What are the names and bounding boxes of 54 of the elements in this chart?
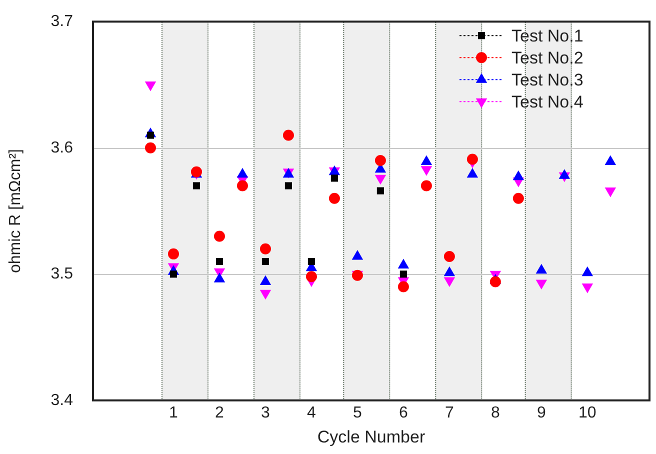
point — [308, 258, 315, 266]
point — [558, 169, 570, 179]
point — [192, 182, 200, 190]
legend-label: Test No.2 — [512, 48, 584, 68]
point — [260, 243, 271, 254]
point — [262, 258, 270, 266]
x-tick-label: 2 — [215, 404, 224, 422]
x-tick-label: 7 — [444, 404, 454, 422]
point — [400, 270, 407, 278]
point — [420, 155, 432, 166]
x-tick-label: 1 — [169, 404, 178, 422]
point — [444, 250, 455, 262]
y-tick-label: 3.7 — [50, 13, 74, 30]
point — [306, 271, 317, 282]
x-tick-label: 9 — [536, 404, 546, 422]
point — [444, 277, 456, 287]
point — [216, 258, 224, 266]
legend-label: Test No.4 — [512, 92, 584, 112]
y-tick-label: 3.5 — [50, 266, 74, 283]
point — [490, 276, 501, 288]
y-tick-label: 3.4 — [50, 392, 74, 409]
x-axis-title: Cycle Number — [317, 427, 426, 446]
point — [236, 180, 248, 192]
x-tick-label: 5 — [353, 404, 362, 422]
x-tick-label: 6 — [398, 404, 408, 422]
point — [282, 130, 294, 141]
point — [330, 174, 338, 182]
point — [284, 182, 292, 190]
point — [398, 281, 409, 292]
legend-label: Test No.3 — [512, 70, 584, 90]
point — [420, 180, 432, 192]
point — [604, 155, 616, 166]
point — [144, 142, 156, 154]
point — [214, 230, 225, 242]
x-tick-label: 3 — [261, 404, 270, 422]
x-tick-label: 8 — [490, 404, 500, 422]
point — [168, 248, 179, 260]
point — [328, 192, 340, 204]
point — [512, 192, 524, 204]
point — [466, 168, 478, 178]
x-tick-label: 10 — [578, 404, 596, 422]
point — [536, 280, 548, 290]
point — [260, 290, 272, 300]
y-tick-label: 3.6 — [50, 139, 74, 156]
point — [466, 154, 478, 165]
point — [582, 284, 594, 294]
legend-label: Test No.1 — [512, 26, 584, 46]
point — [512, 170, 524, 180]
point — [376, 187, 384, 194]
point — [374, 154, 386, 166]
x-tick-label: 4 — [307, 404, 316, 422]
point — [170, 270, 178, 278]
y-axis-title: ohmic R [mΩcm²] — [7, 149, 24, 273]
point — [236, 168, 248, 178]
